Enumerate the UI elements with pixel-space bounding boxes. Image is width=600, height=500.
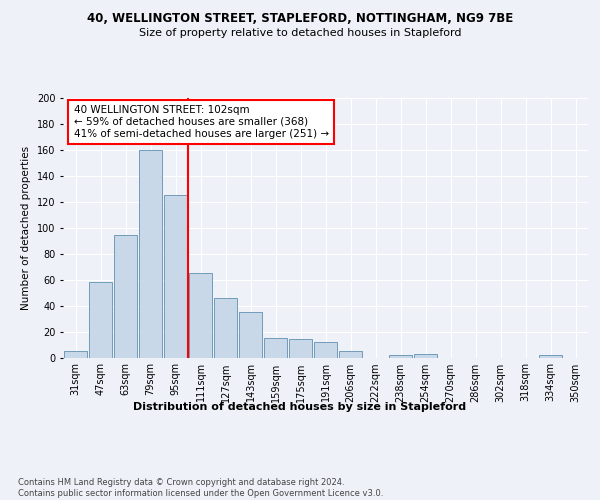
Bar bbox=[263, 338, 287, 357]
Bar bbox=[64, 351, 88, 358]
Bar bbox=[239, 312, 262, 358]
Bar bbox=[188, 273, 212, 357]
Text: Contains HM Land Registry data © Crown copyright and database right 2024.
Contai: Contains HM Land Registry data © Crown c… bbox=[18, 478, 383, 498]
Bar bbox=[164, 195, 187, 358]
Bar bbox=[314, 342, 337, 357]
Bar bbox=[539, 355, 562, 358]
Bar bbox=[289, 340, 313, 357]
Y-axis label: Number of detached properties: Number of detached properties bbox=[22, 146, 31, 310]
Bar bbox=[113, 236, 137, 358]
Bar bbox=[338, 351, 362, 358]
Text: Distribution of detached houses by size in Stapleford: Distribution of detached houses by size … bbox=[133, 402, 467, 412]
Text: Size of property relative to detached houses in Stapleford: Size of property relative to detached ho… bbox=[139, 28, 461, 38]
Bar bbox=[139, 150, 163, 358]
Bar bbox=[413, 354, 437, 358]
Bar bbox=[389, 355, 412, 358]
Bar bbox=[89, 282, 112, 358]
Text: 40, WELLINGTON STREET, STAPLEFORD, NOTTINGHAM, NG9 7BE: 40, WELLINGTON STREET, STAPLEFORD, NOTTI… bbox=[87, 12, 513, 26]
Text: 40 WELLINGTON STREET: 102sqm
← 59% of detached houses are smaller (368)
41% of s: 40 WELLINGTON STREET: 102sqm ← 59% of de… bbox=[74, 106, 329, 138]
Bar bbox=[214, 298, 238, 358]
